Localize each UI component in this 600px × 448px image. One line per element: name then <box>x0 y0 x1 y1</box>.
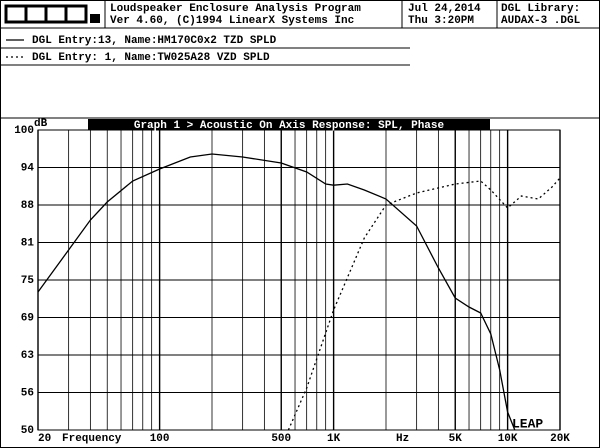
y-tick-label: 50 <box>21 425 34 437</box>
program-version: Ver 4.60, (C)1994 LinearX Systems Inc <box>110 15 354 27</box>
legend-label: DGL Entry:13, Name:HM170C0x2 TZD SPLD <box>32 35 277 47</box>
program-name: Loudspeaker Enclosure Analysis Program <box>110 3 361 15</box>
x-tick-label: 10K <box>498 433 518 445</box>
x-tick-label: 100 <box>150 433 170 445</box>
time: Thu 3:20PM <box>408 15 474 27</box>
watermark: LEAP <box>512 416 543 431</box>
date: Jul 24,2014 <box>408 3 481 15</box>
library-label: DGL Library: <box>501 3 580 15</box>
chart-title: Graph 1 > Acoustic On Axis Response: SPL… <box>134 120 445 132</box>
y-tick-label: 81 <box>21 237 35 249</box>
series-line <box>287 177 561 431</box>
title-bar <box>88 119 490 130</box>
y-tick-label: 63 <box>21 350 35 362</box>
y-tick-label: 69 <box>21 312 34 324</box>
logo <box>4 4 100 24</box>
legend-label: DGL Entry: 1, Name:TW025A28 VZD SPLD <box>32 52 270 64</box>
y-tick-label: 88 <box>21 200 35 212</box>
x-tick-label: 1K <box>327 433 341 445</box>
y-axis-label: dB <box>34 118 48 130</box>
series-line <box>37 153 516 431</box>
y-tick-label: 75 <box>21 275 35 287</box>
y-tick-label: 100 <box>14 125 34 137</box>
x-unit-label: Hz <box>396 433 409 445</box>
x-tick-label: 5K <box>449 433 463 445</box>
y-tick-label: 94 <box>21 162 35 174</box>
x-axis-label: Frequency <box>62 433 122 445</box>
y-tick-label: 56 <box>21 387 34 399</box>
library-name: AUDAX-3 .DGL <box>501 15 581 27</box>
x-tick-label: 500 <box>271 433 291 445</box>
x-tick-label: 20K <box>550 433 570 445</box>
x-tick-label: 20 <box>38 433 51 445</box>
